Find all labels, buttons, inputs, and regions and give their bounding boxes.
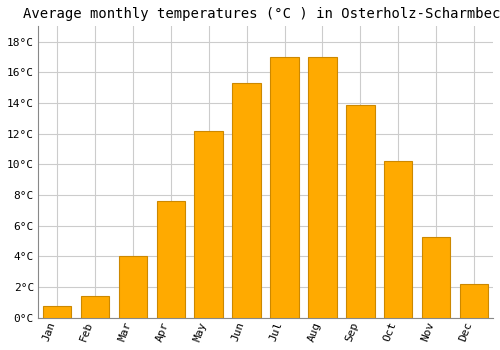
- Bar: [43, 306, 72, 318]
- Bar: [81, 296, 109, 318]
- Bar: [118, 257, 147, 318]
- Bar: [156, 201, 185, 318]
- Bar: [270, 57, 299, 318]
- Bar: [194, 131, 223, 318]
- Bar: [232, 83, 261, 318]
- Bar: [308, 57, 336, 318]
- Title: Average monthly temperatures (°C ) in Osterholz-Scharmbeck: Average monthly temperatures (°C ) in Os…: [22, 7, 500, 21]
- Bar: [384, 161, 412, 318]
- Bar: [346, 105, 374, 318]
- Bar: [460, 284, 488, 318]
- Bar: [422, 237, 450, 318]
